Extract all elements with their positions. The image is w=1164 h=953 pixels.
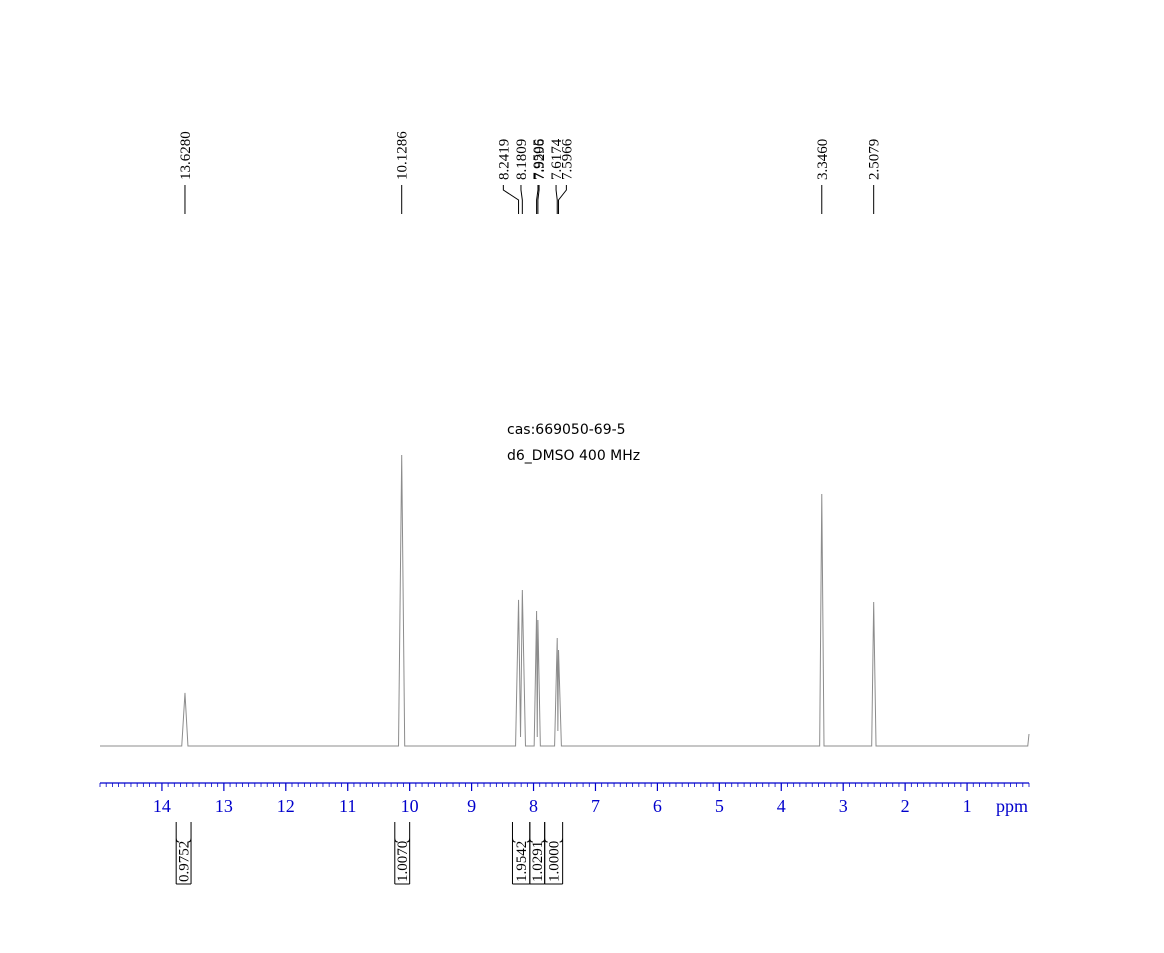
integral-label: 1.9542 <box>514 841 530 882</box>
peak-marker <box>520 185 523 214</box>
annotation: cas:669050-69-5 <box>507 422 626 438</box>
x-tick-label: 9 <box>467 796 476 816</box>
peak-label: 7.9505 <box>531 139 547 180</box>
annotation: d6_DMSO 400 MHz <box>507 448 640 464</box>
peak-label: 7.6174 <box>549 138 565 180</box>
integral-bracket <box>511 822 531 885</box>
integral-bracket <box>175 822 192 885</box>
spectrum-line <box>100 454 1030 747</box>
peak-label: 2.5079 <box>867 139 883 180</box>
peak-label: 13.6280 <box>178 131 194 180</box>
integral-label: 1.0070 <box>395 841 411 882</box>
x-tick-label: 2 <box>901 796 910 816</box>
peak-marker <box>558 185 567 214</box>
peak-label: 7.5966 <box>559 138 575 180</box>
peak-marker <box>502 185 520 214</box>
peak-marker <box>555 185 558 214</box>
x-tick-label: 10 <box>401 796 419 816</box>
x-tick-label: 12 <box>277 796 295 816</box>
x-tick-label: 7 <box>591 796 600 816</box>
peak-label: 3.3460 <box>815 139 831 180</box>
x-tick-label: 4 <box>777 796 786 816</box>
peak-marker <box>536 185 539 214</box>
integral-bracket <box>529 822 546 885</box>
peak-label: 7.9296 <box>532 138 548 180</box>
peak-label: 10.1286 <box>395 131 411 180</box>
x-tick-label: 3 <box>839 796 848 816</box>
x-axis-label: ppm <box>996 796 1028 816</box>
integral-bracket <box>394 822 411 885</box>
x-tick-label: 6 <box>653 796 662 816</box>
peak-label: 8.2419 <box>496 139 512 180</box>
x-tick-label: 5 <box>715 796 724 816</box>
x-tick-label: 11 <box>339 796 356 816</box>
x-tick-label: 13 <box>215 796 233 816</box>
x-tick-label: 1 <box>963 796 972 816</box>
x-tick-label: 8 <box>529 796 538 816</box>
peak-label: 8.1809 <box>514 139 530 180</box>
integral-label: 0.9752 <box>177 841 193 882</box>
integral-bracket <box>544 822 564 885</box>
x-tick-label: 14 <box>153 796 171 816</box>
peak-marker <box>537 185 540 214</box>
integral-label: 1.0291 <box>530 841 546 882</box>
integral-label: 1.0000 <box>547 841 563 882</box>
